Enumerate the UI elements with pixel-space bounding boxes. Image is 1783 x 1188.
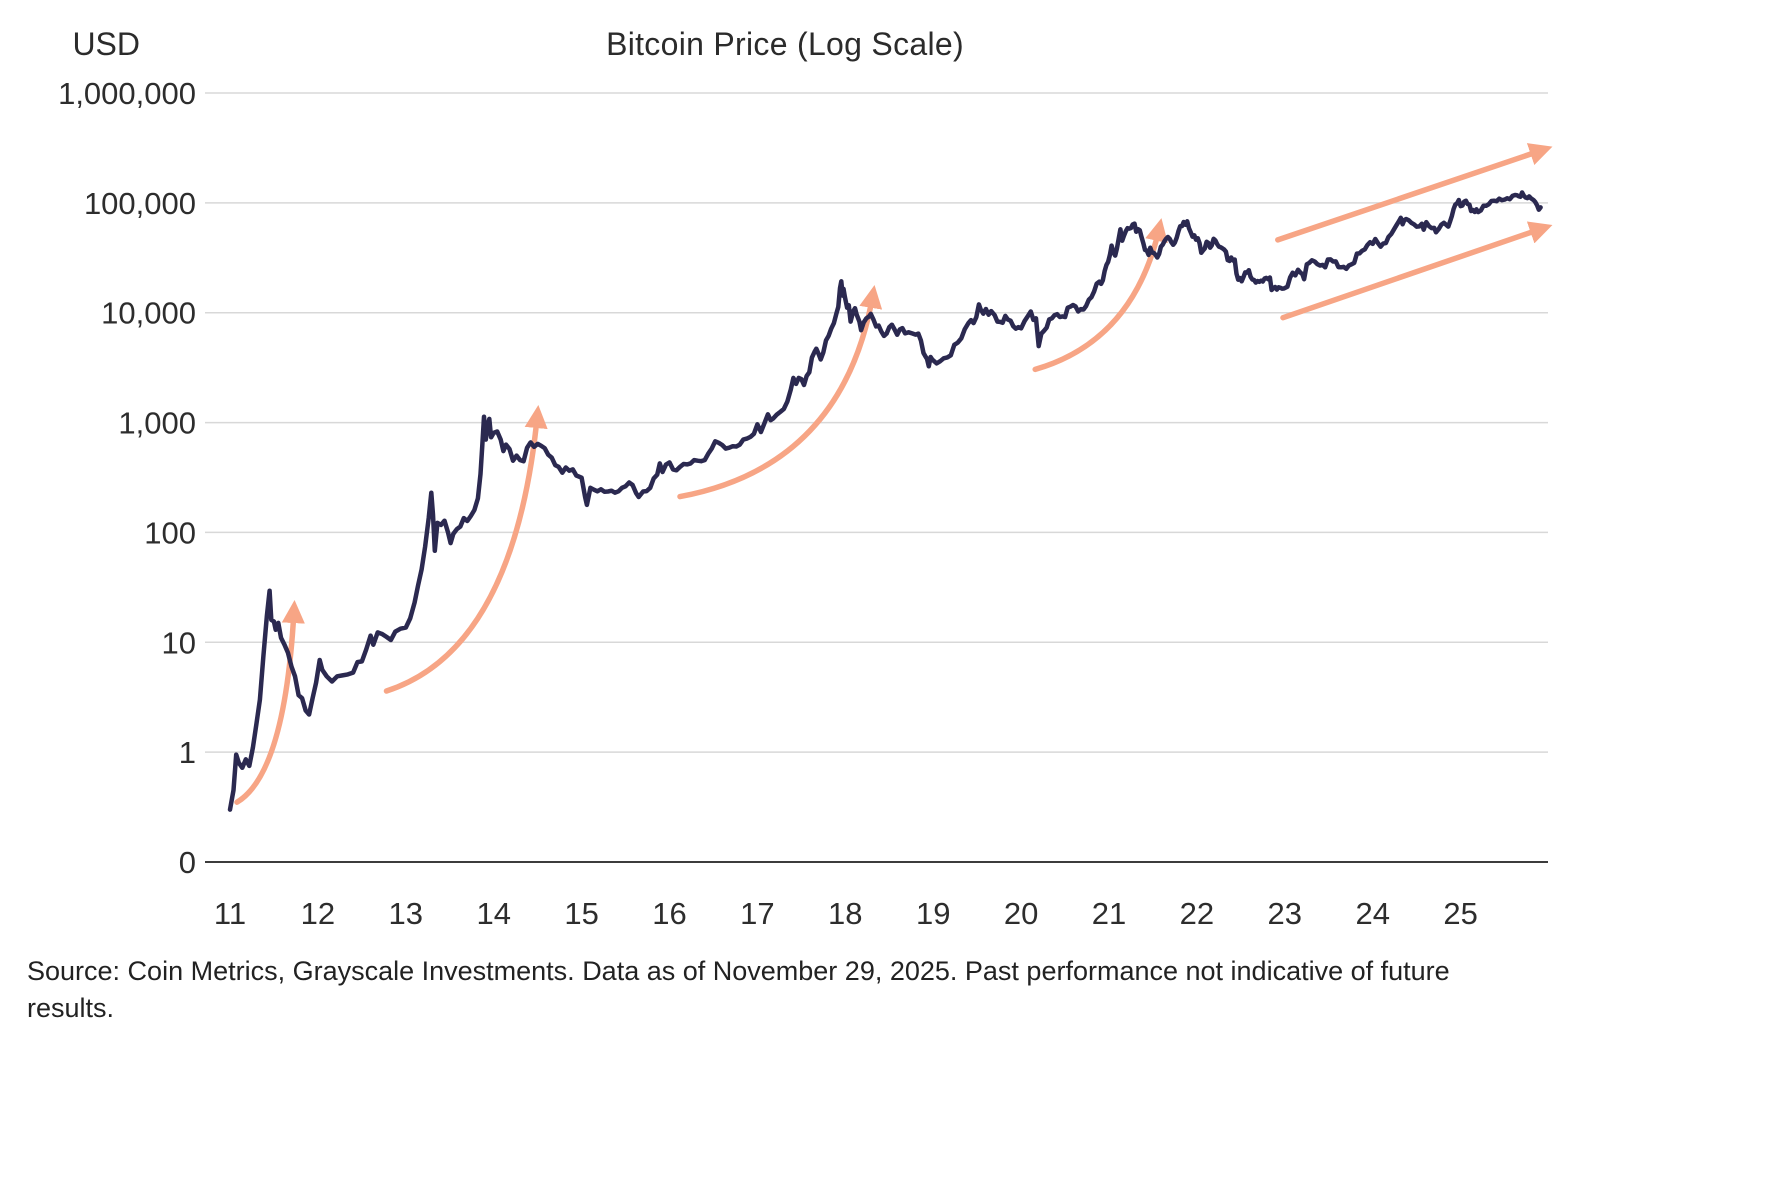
x-tick-label: 24	[1355, 896, 1389, 931]
trend-arrow	[234, 599, 305, 805]
x-tick-label: 17	[740, 896, 774, 931]
trend-arrow	[1280, 221, 1553, 321]
y-axis-unit-label: USD	[72, 26, 140, 62]
y-tick-label: 1,000,000	[58, 76, 196, 111]
bitcoin-price-line	[227, 190, 1543, 812]
trend-arrow	[383, 405, 548, 694]
y-tick-label: 1,000	[118, 406, 196, 441]
y-tick-label: 0	[179, 845, 196, 880]
x-tick-label: 19	[916, 896, 950, 931]
x-tick-label: 21	[1092, 896, 1126, 931]
x-tick-label: 25	[1443, 896, 1477, 931]
x-tick-label: 13	[389, 896, 423, 931]
x-tick-label: 12	[301, 896, 335, 931]
x-tick-label: 18	[828, 896, 862, 931]
source-note: Source: Coin Metrics, Grayscale Investme…	[27, 956, 1450, 1024]
trend-arrow	[1032, 218, 1168, 373]
x-tick-label: 20	[1004, 896, 1038, 931]
x-tick-label: 11	[214, 896, 246, 931]
chart-title: Bitcoin Price (Log Scale)	[606, 26, 964, 62]
x-tick-label: 14	[476, 896, 510, 931]
x-tick-label: 16	[652, 896, 686, 931]
x-tick-label: 15	[564, 896, 598, 931]
x-tick-label: 22	[1180, 896, 1214, 931]
y-tick-label: 100,000	[84, 186, 196, 221]
x-tick-label: 23	[1268, 896, 1302, 931]
y-tick-label: 1	[179, 735, 196, 770]
y-tick-label: 10	[162, 625, 196, 660]
trend-arrow	[1275, 143, 1553, 243]
y-tick-label: 10,000	[101, 296, 196, 331]
trend-arrow	[677, 284, 883, 500]
y-tick-label: 100	[144, 515, 196, 550]
